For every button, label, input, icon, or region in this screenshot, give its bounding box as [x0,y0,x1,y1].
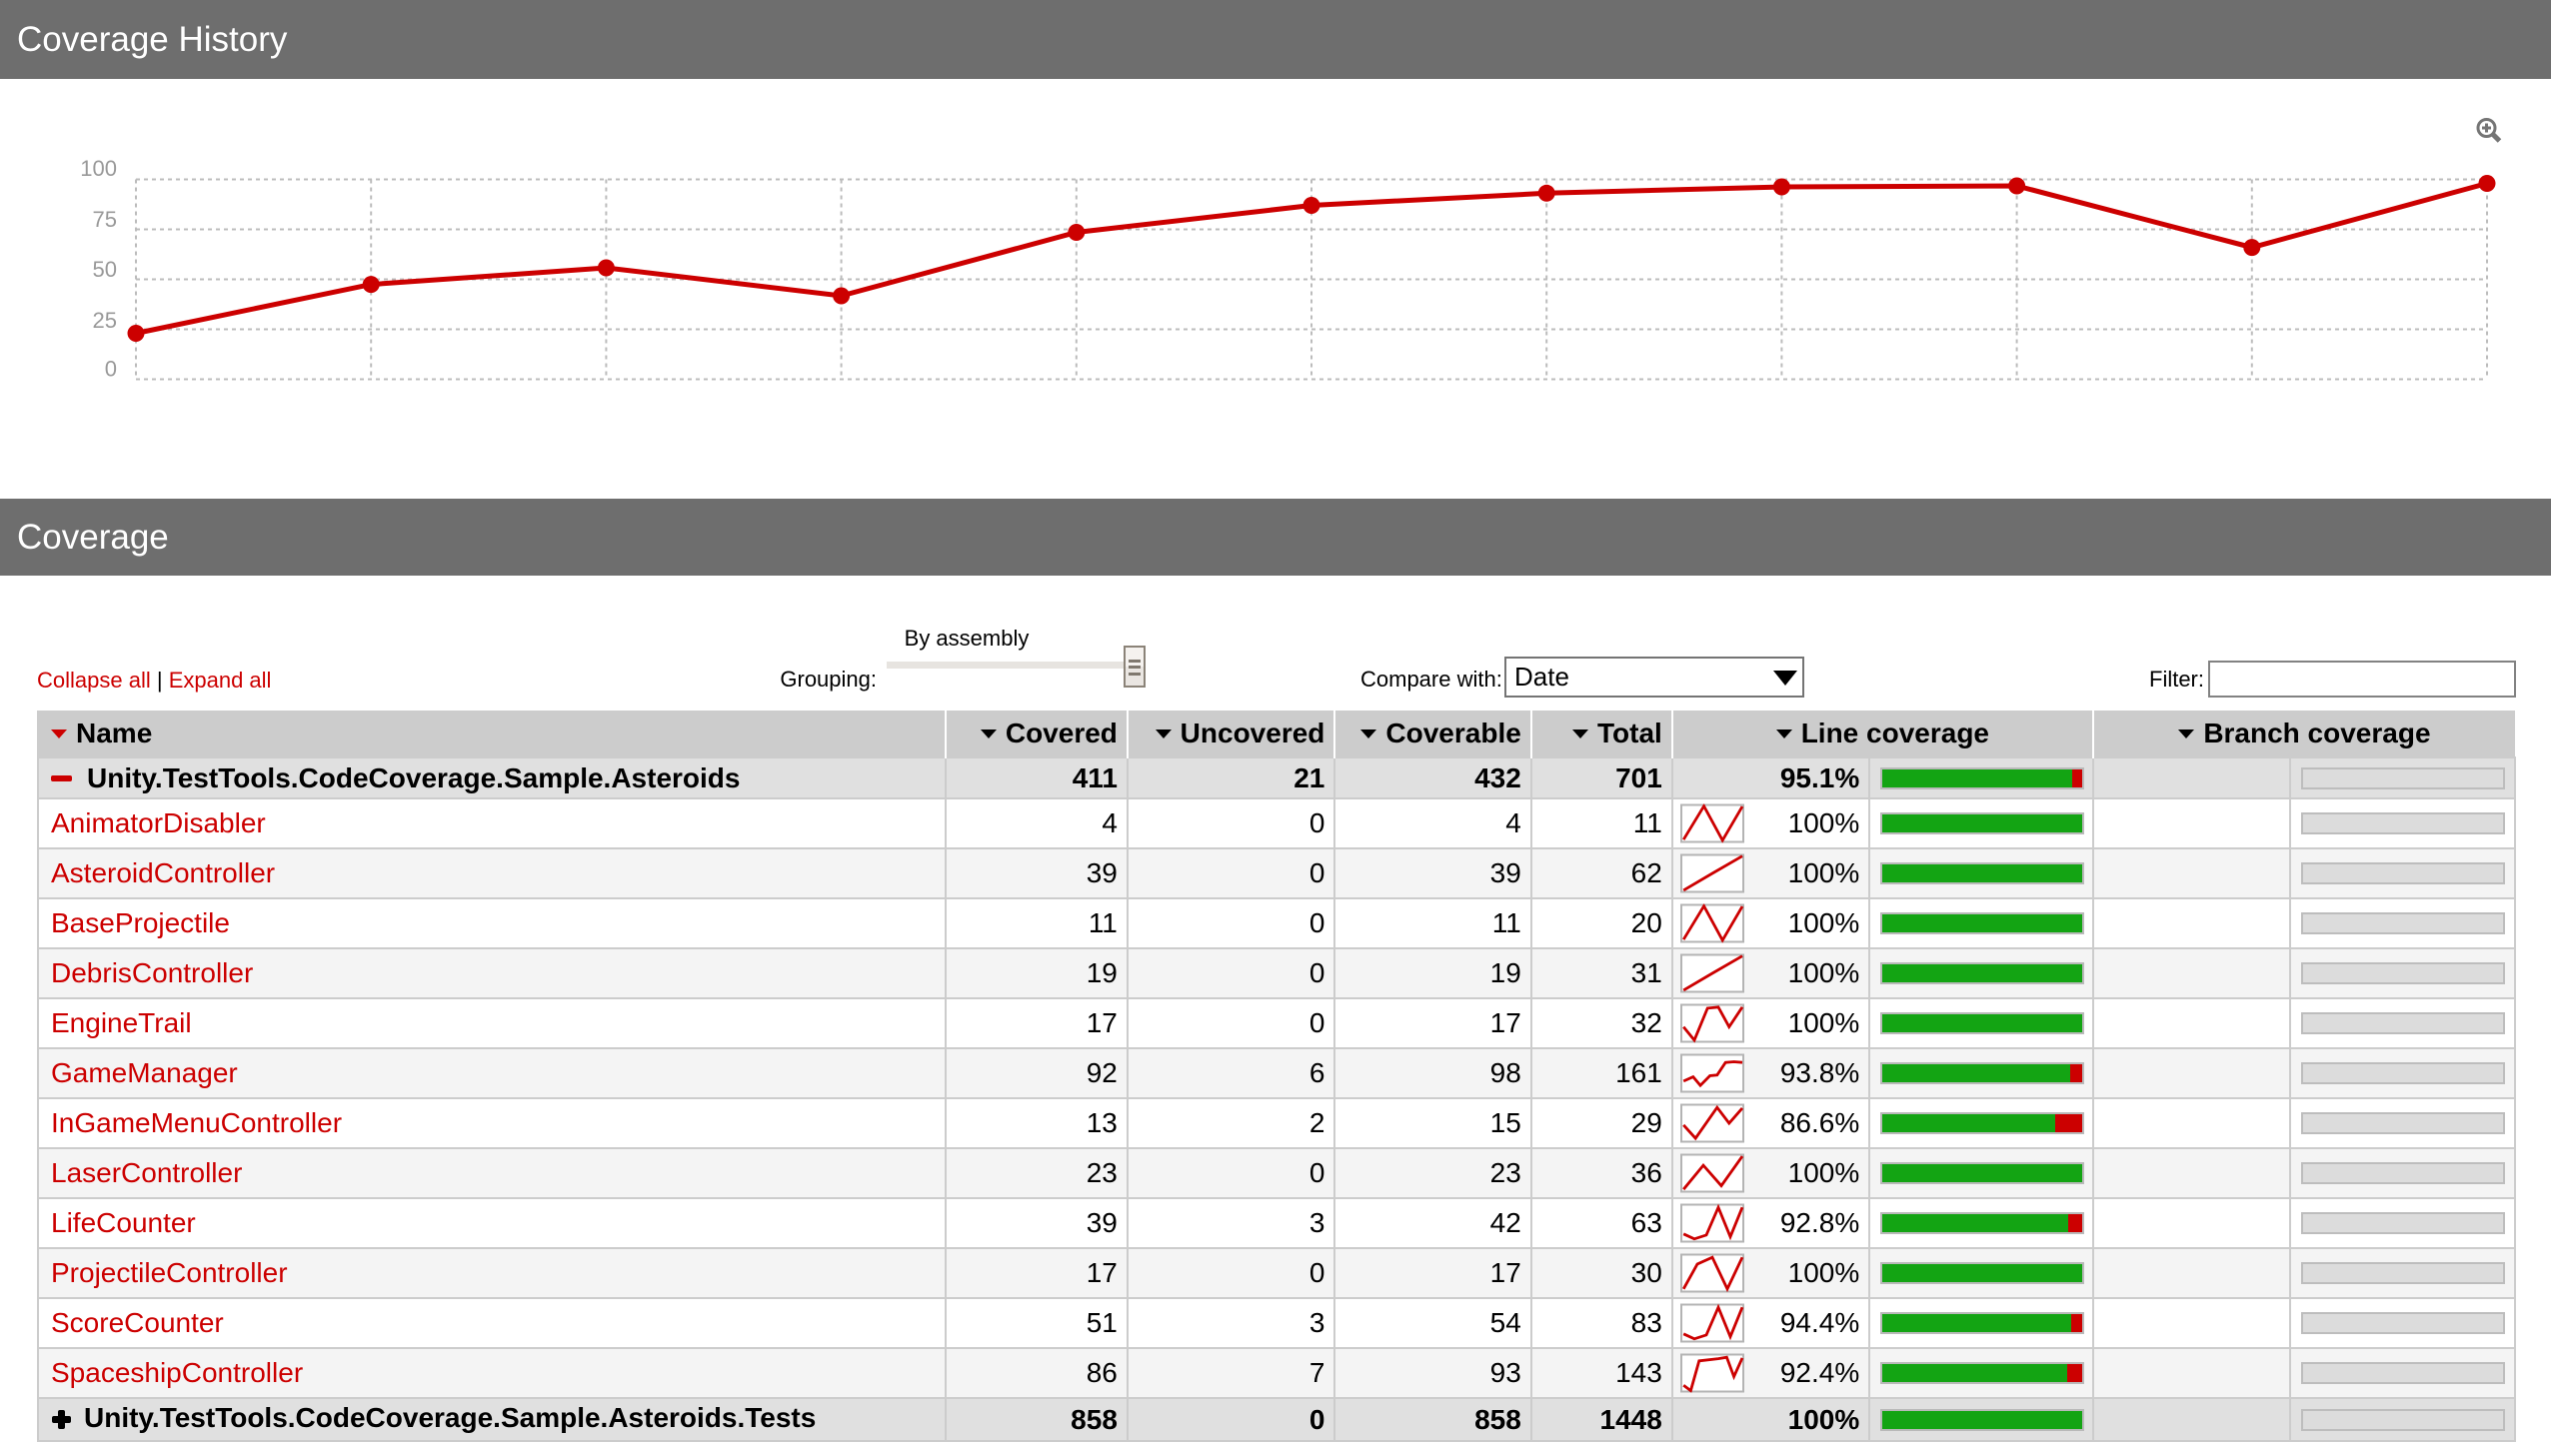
svg-text:25: 25 [93,308,117,333]
svg-text:75: 75 [93,207,117,232]
svg-text:50: 50 [93,257,117,282]
svg-text:100: 100 [80,156,117,181]
svg-text:0: 0 [105,356,117,381]
